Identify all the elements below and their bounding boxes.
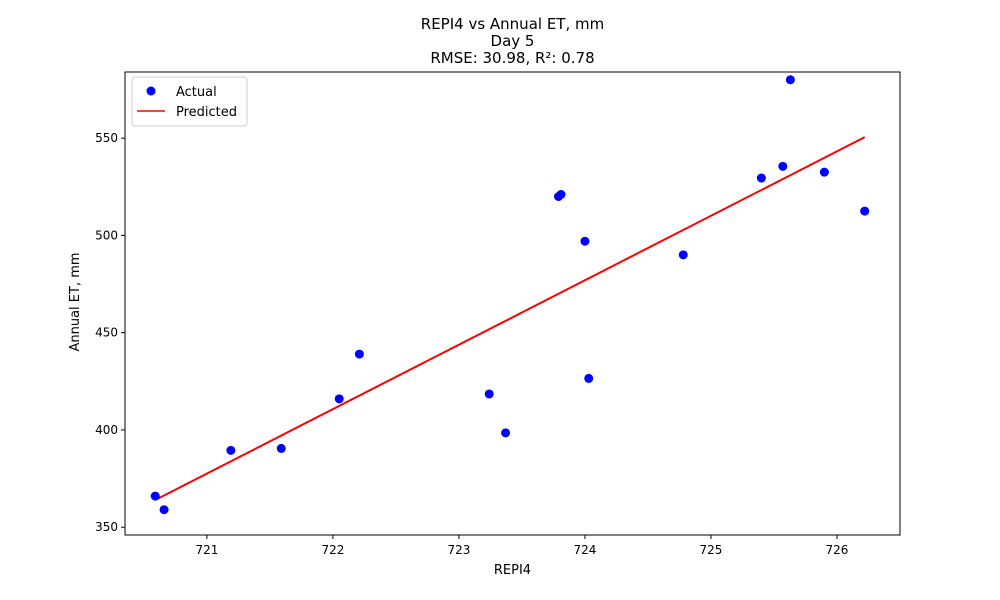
actual-point-9 [556,190,566,200]
chart-title: REPI4 vs Annual ET, mm Day 5 RMSE: 30.98… [421,15,604,67]
plot-area [124,71,901,536]
y-tick-label-450: 450 [95,326,118,340]
plot-frame [124,71,901,536]
actual-point-15 [785,75,795,85]
actual-point-17 [860,206,870,216]
y-tick-label-500: 500 [95,228,118,242]
legend-marker-actual [146,86,156,96]
actual-point-11 [584,373,594,383]
legend-label-actual: Actual [176,85,217,100]
actual-point-6 [484,389,494,399]
actual-point-5 [354,349,364,359]
x-tick-label-723: 723 [447,543,470,557]
actual-point-1 [159,505,169,515]
chart-title-line-1: REPI4 vs Annual ET, mm [421,15,604,33]
x-tick-label-726: 726 [826,543,849,557]
predicted-line [154,136,866,501]
actual-point-2 [226,445,236,455]
x-tick-label-724: 724 [574,543,597,557]
actual-point-12 [678,250,688,260]
actual-point-3 [276,443,286,453]
actual-point-0 [150,491,160,501]
x-tick-label-721: 721 [195,543,218,557]
x-axis: 721 722 723 724 725 726 [195,535,848,557]
actual-point-13 [756,173,766,183]
y-axis-label: Annual ET, mm [68,252,83,351]
x-tick-label-722: 722 [321,543,344,557]
y-tick-label-550: 550 [95,131,118,145]
chart-title-line-2: Day 5 [491,32,535,50]
x-tick-label-725: 725 [700,543,723,557]
x-axis-label: REPI4 [494,563,531,578]
legend: Actual Predicted [131,76,248,127]
actual-point-14 [778,161,788,171]
actual-point-4 [334,394,344,404]
legend-frame [131,76,248,127]
y-tick-label-350: 350 [95,520,118,534]
chart-title-line-3: RMSE: 30.98, R²: 0.78 [430,49,594,67]
y-axis: 350 400 450 500 550 [95,131,125,534]
actual-point-10 [580,236,590,246]
y-tick-label-400: 400 [95,423,118,437]
actual-point-7 [501,428,511,438]
legend-label-predicted: Predicted [176,105,237,120]
actual-point-16 [819,167,829,177]
